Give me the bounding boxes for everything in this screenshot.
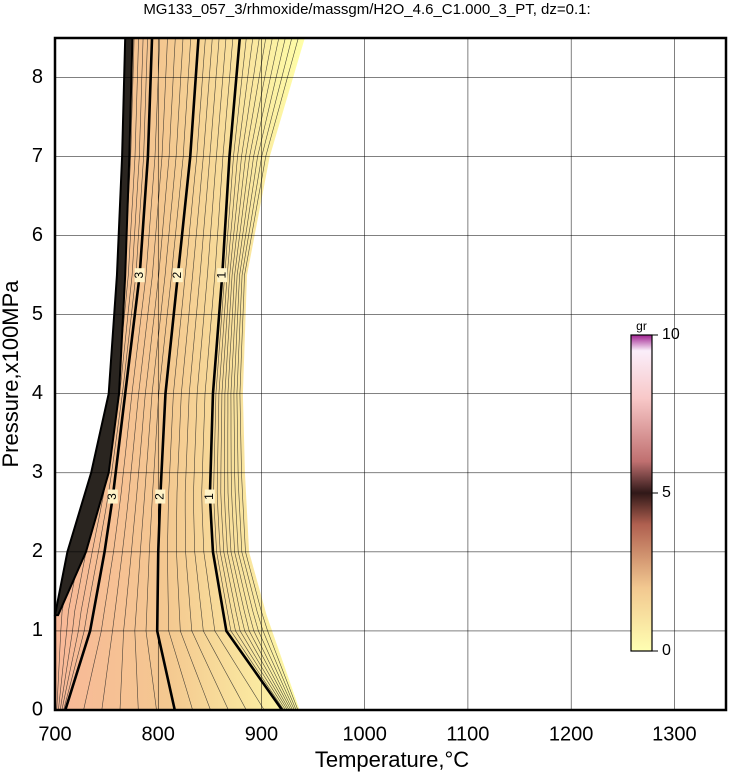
y-tick-label: 4	[32, 382, 43, 404]
contour-label-bg	[172, 268, 183, 283]
contour-label-bg	[107, 489, 118, 504]
contour-label: 1	[214, 272, 228, 279]
colorbar-label: gr	[636, 319, 647, 333]
minor-contour	[230, 37, 293, 711]
contour-label: 1	[202, 493, 216, 500]
contour-label: 2	[170, 272, 184, 279]
minor-contour	[83, 37, 161, 711]
y-tick-label: 3	[32, 461, 43, 483]
minor-contour	[193, 37, 247, 711]
contour-label: 2	[152, 493, 166, 500]
minor-contour	[145, 37, 191, 711]
colorbar	[630, 334, 653, 652]
chart-title: MG133_057_3/rhmoxide/massgm/H2O_4.6_C1.0…	[143, 1, 590, 18]
y-tick-label: 0	[32, 698, 43, 720]
colorbar-tick-label: 5	[662, 484, 671, 501]
minor-contour	[63, 37, 148, 711]
y-tick-label: 7	[32, 145, 43, 167]
minor-contour	[223, 37, 290, 711]
minor-contour	[119, 37, 176, 711]
minor-contour	[216, 37, 286, 711]
colorbar-tick-label: 10	[662, 326, 680, 343]
contour-label-bg	[134, 268, 145, 283]
minor-contour	[233, 37, 295, 711]
y-tick-label: 1	[32, 619, 43, 641]
contour-line	[64, 37, 154, 711]
x-tick-label: 1100	[446, 723, 489, 745]
minor-contour	[239, 37, 299, 711]
minor-contour	[220, 37, 288, 711]
x-tick-label: 800	[142, 723, 175, 745]
contour-line	[208, 37, 284, 711]
contour-label-bg	[204, 489, 215, 504]
minor-contour	[176, 37, 213, 711]
x-tick-label: 900	[245, 723, 278, 745]
minor-contour	[101, 37, 168, 711]
minor-contour	[61, 37, 144, 711]
y-axis-label: Pressure,x100MPa	[0, 280, 23, 468]
minor-contour	[227, 37, 292, 711]
x-tick-label: 700	[38, 723, 71, 745]
minor-contour	[184, 37, 229, 711]
y-tick-label: 6	[32, 224, 43, 246]
x-tick-label: 1200	[549, 723, 594, 745]
contour-label-bg	[217, 268, 228, 283]
plot-frame	[53, 36, 728, 712]
colorbar-tick-label: 0	[662, 642, 671, 659]
contour-label-bg	[155, 489, 166, 504]
x-tick-label: 1000	[342, 723, 387, 745]
minor-contour	[166, 37, 206, 711]
contour-line	[155, 37, 200, 711]
filled-region	[55, 38, 305, 710]
y-tick-label: 2	[32, 540, 43, 562]
x-axis-label: Temperature,°C	[315, 747, 469, 772]
contour-label: 3	[132, 272, 146, 279]
minor-contour	[213, 37, 285, 711]
x-tick-label: 1300	[652, 723, 697, 745]
minor-contour	[236, 37, 297, 711]
y-tick-label: 5	[32, 303, 43, 325]
minor-contour	[201, 37, 265, 711]
contour-label: 3	[105, 493, 119, 500]
y-tick-label: 8	[32, 66, 43, 88]
minor-contour	[134, 37, 184, 711]
